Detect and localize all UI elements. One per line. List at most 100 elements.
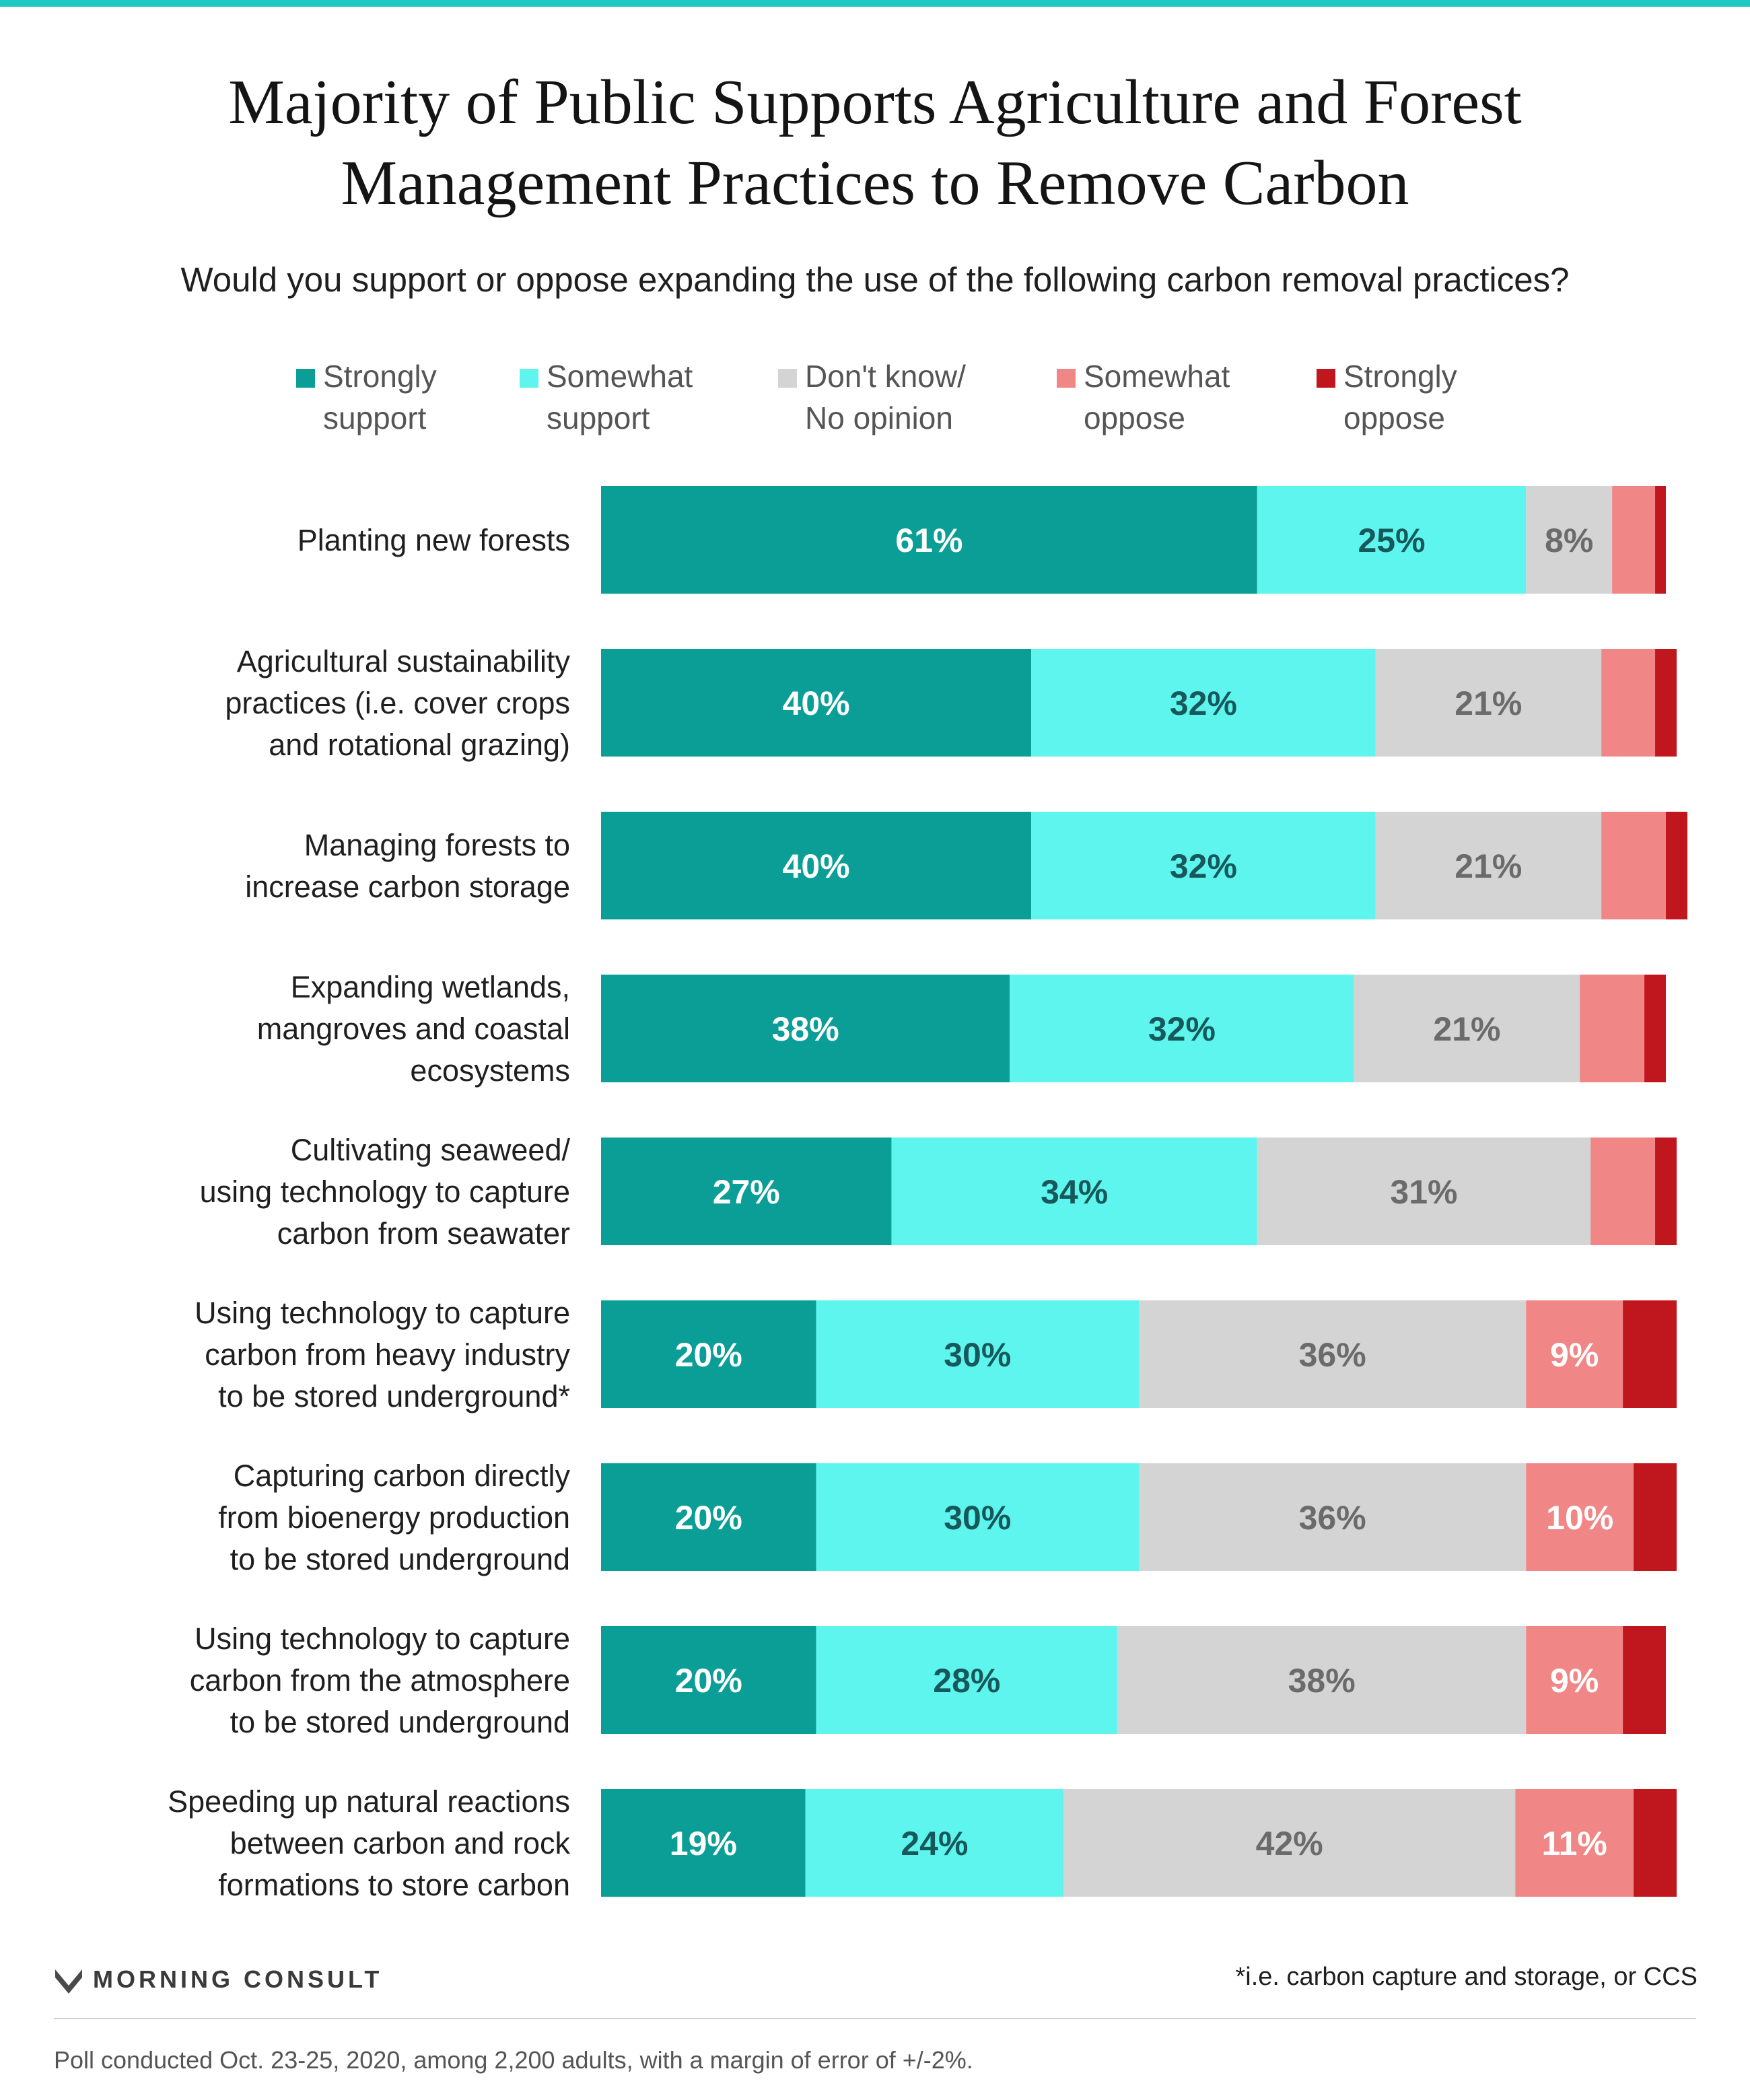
data-label: 21% bbox=[1455, 685, 1522, 722]
bar-segment-dont-know bbox=[1139, 1300, 1527, 1408]
footnote: *i.e. carbon capture and storage, or CCS bbox=[1235, 1963, 1698, 1991]
data-label: 20% bbox=[675, 1662, 742, 1700]
bar-row-6: Using technology to capture carbon from h… bbox=[195, 1296, 1677, 1413]
bar-segment-somewhat-support bbox=[816, 1626, 1118, 1734]
data-label: 30% bbox=[944, 1499, 1011, 1537]
legend-label-line: oppose bbox=[1084, 400, 1185, 435]
data-label: 32% bbox=[1170, 685, 1237, 722]
legend-label-line: No opinion bbox=[805, 400, 953, 435]
bar-segment-strongly-support bbox=[601, 1463, 816, 1571]
data-label: 25% bbox=[1358, 522, 1425, 559]
bar-segment-dont-know bbox=[1526, 486, 1613, 594]
category-label-line: carbon from the atmosphere bbox=[190, 1663, 570, 1698]
bar-segment-somewhat-oppose bbox=[1515, 1789, 1634, 1897]
data-label: 10% bbox=[1546, 1499, 1613, 1537]
bar-segment-somewhat-support bbox=[816, 1300, 1139, 1408]
data-label: 11% bbox=[1542, 1825, 1607, 1862]
bar-segment-strongly-oppose bbox=[1634, 1789, 1677, 1897]
bar-segment-somewhat-support bbox=[1031, 649, 1376, 757]
bar-segment-strongly-oppose bbox=[1655, 649, 1677, 757]
bar-segment-strongly-oppose bbox=[1655, 486, 1667, 594]
brand-name: MORNING CONSULT bbox=[93, 1965, 383, 1993]
bar-segment-dont-know bbox=[1375, 812, 1602, 919]
category-label-line: using technology to capture bbox=[200, 1175, 570, 1209]
data-label: 20% bbox=[675, 1336, 742, 1374]
legend-label-line: Strongly bbox=[323, 359, 437, 394]
category-label-line: mangroves and coastal bbox=[257, 1012, 570, 1046]
bar-segment-strongly-support bbox=[601, 1138, 892, 1245]
bar-row-2: Agricultural sustainability practices (i.… bbox=[225, 644, 1677, 762]
bar-segment-somewhat-support bbox=[1031, 812, 1376, 919]
category-label-line: to be stored underground bbox=[230, 1705, 570, 1739]
bar-segment-dont-know bbox=[1375, 649, 1602, 757]
bar-segment-dont-know bbox=[1139, 1463, 1527, 1571]
category-label: Agricultural sustainability practices (i.… bbox=[225, 644, 570, 762]
bar-segment-strongly-oppose bbox=[1655, 1138, 1677, 1245]
legend-label-somewhat-oppose: Somewhat oppose bbox=[1084, 355, 1230, 439]
data-label: 40% bbox=[783, 685, 850, 722]
legend-label-dont-know: Don't know/ No opinion bbox=[805, 355, 966, 439]
bar-segment-strongly-support bbox=[601, 1789, 806, 1897]
legend-label-line: Somewhat bbox=[1084, 359, 1230, 394]
category-label-line: Managing forests to bbox=[304, 828, 570, 862]
legend-label-strongly-support: Strongly support bbox=[323, 355, 437, 439]
bar-row-3: Managing forests to increase carbon stora… bbox=[245, 812, 1687, 919]
category-label-line: increase carbon storage bbox=[245, 870, 570, 904]
category-label-line: Using technology to capture bbox=[195, 1621, 570, 1656]
category-label-line: Agricultural sustainability bbox=[237, 644, 571, 678]
category-label: Using technology to capture carbon from h… bbox=[195, 1296, 570, 1413]
data-label: 19% bbox=[670, 1825, 737, 1862]
bar-segment-somewhat-oppose bbox=[1601, 649, 1656, 757]
category-label-line: practices (i.e. cover crops bbox=[225, 686, 570, 720]
data-label: 31% bbox=[1390, 1173, 1457, 1211]
data-label: 34% bbox=[1041, 1173, 1108, 1211]
legend: Strongly support Somewhat support Don't … bbox=[0, 355, 1750, 443]
category-label-line: between carbon and rock bbox=[230, 1826, 571, 1860]
category-label-line: formations to store carbon bbox=[218, 1868, 570, 1902]
bar-segment-somewhat-support bbox=[816, 1463, 1139, 1571]
category-label: Capturing carbon directly from bioenergy … bbox=[218, 1459, 570, 1576]
legend-label-somewhat-support: Somewhat support bbox=[547, 355, 693, 439]
bar-segment-strongly-oppose bbox=[1666, 812, 1687, 919]
chart-title-line-1: Majority of Public Supports Agriculture … bbox=[228, 67, 1522, 137]
category-label-line: Speeding up natural reactions bbox=[168, 1784, 570, 1819]
legend-swatch-somewhat-oppose bbox=[1057, 369, 1076, 388]
data-label: 42% bbox=[1256, 1825, 1323, 1862]
bar-segment-somewhat-support bbox=[891, 1138, 1257, 1245]
data-label: 30% bbox=[944, 1336, 1011, 1374]
data-label: 38% bbox=[772, 1010, 839, 1048]
category-label-line: from bioenergy production bbox=[218, 1500, 570, 1535]
data-label: 32% bbox=[1148, 1010, 1216, 1048]
legend-label-line: Strongly bbox=[1343, 359, 1457, 394]
legend-label-line: oppose bbox=[1343, 400, 1445, 435]
bar-segment-strongly-oppose bbox=[1634, 1463, 1677, 1571]
bar-segment-dont-know bbox=[1257, 1138, 1591, 1245]
chart-subtitle: Would you support or oppose expanding th… bbox=[180, 260, 1570, 299]
data-label: 32% bbox=[1170, 847, 1237, 885]
data-label: 21% bbox=[1455, 847, 1522, 885]
bar-segment-strongly-support bbox=[601, 486, 1257, 594]
legend-label-line: Don't know/ bbox=[805, 359, 966, 394]
bar-segment-somewhat-oppose bbox=[1526, 1463, 1634, 1571]
bar-segment-somewhat-oppose bbox=[1580, 975, 1645, 1082]
category-label: Speeding up natural reactions between car… bbox=[168, 1784, 570, 1902]
bar-segment-strongly-oppose bbox=[1623, 1300, 1677, 1408]
category-label-line: carbon from heavy industry bbox=[205, 1337, 570, 1372]
category-label: Planting new forests bbox=[298, 523, 570, 557]
morning-consult-logo-icon bbox=[55, 1969, 82, 1994]
category-label-line: to be stored underground* bbox=[218, 1379, 570, 1413]
category-label-line: Expanding wetlands, bbox=[291, 970, 570, 1004]
bar-segment-somewhat-oppose bbox=[1526, 1626, 1623, 1734]
data-label: 21% bbox=[1433, 1010, 1500, 1048]
bar-segment-somewhat-oppose bbox=[1601, 812, 1667, 919]
category-label-line: Cultivating seaweed/ bbox=[291, 1133, 571, 1167]
data-label: 20% bbox=[675, 1499, 742, 1537]
data-label: 8% bbox=[1545, 522, 1593, 559]
data-label: 40% bbox=[783, 847, 850, 885]
data-label: 27% bbox=[713, 1173, 780, 1211]
bar-row-7: Capturing carbon directly from bioenergy … bbox=[218, 1459, 1677, 1576]
category-label: Expanding wetlands, mangroves and coastal… bbox=[257, 970, 570, 1088]
bar-segment-strongly-oppose bbox=[1644, 975, 1667, 1082]
legend-swatch-somewhat-support bbox=[520, 369, 538, 388]
